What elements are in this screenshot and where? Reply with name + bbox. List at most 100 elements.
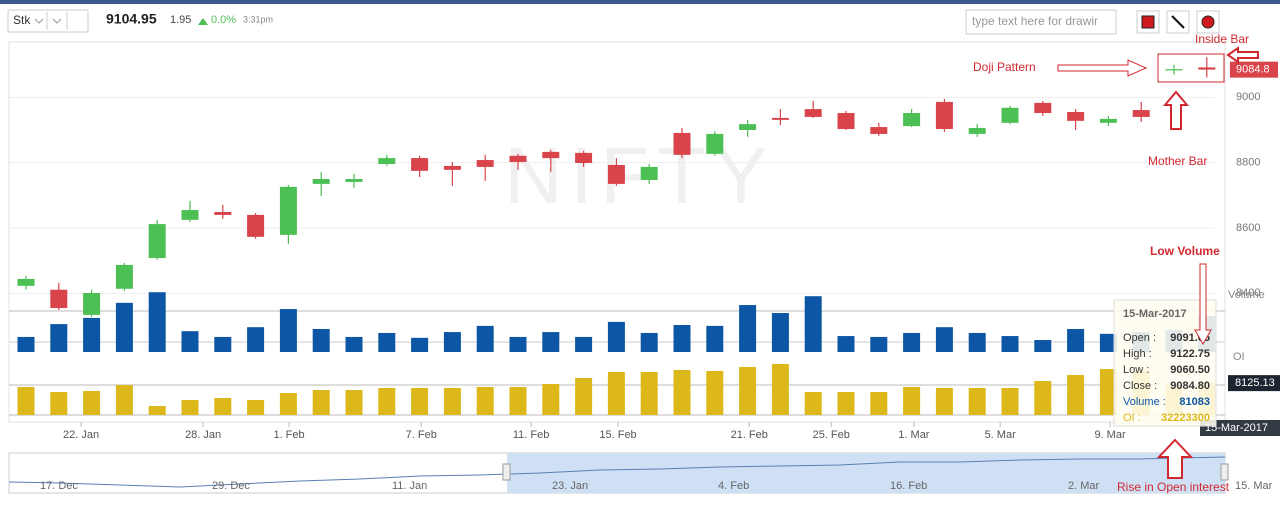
navigator-label: 4. Feb <box>718 480 749 492</box>
symbol-dropdown[interactable] <box>7 9 89 33</box>
candle-body <box>1165 69 1183 71</box>
candle-body <box>1001 107 1019 123</box>
volume-bar <box>509 336 527 352</box>
tooltip-label: Open : <box>1123 332 1156 344</box>
tooltip-value: 81083 <box>1179 396 1210 408</box>
volume-bar <box>279 309 297 352</box>
change: 1.95 <box>170 14 191 26</box>
candle-body <box>509 155 527 163</box>
oi-bar <box>673 370 691 415</box>
candle-body <box>575 152 593 163</box>
volume-bar <box>968 332 986 352</box>
candle-body <box>476 160 494 167</box>
candle-body <box>411 158 429 171</box>
volume-bar <box>443 332 461 352</box>
arrow <box>1057 59 1148 77</box>
oi-bar <box>968 388 986 415</box>
volume-bar <box>673 324 691 352</box>
navigator-label: 17. Dec <box>40 480 78 492</box>
oi-bar <box>509 387 527 415</box>
oi-bar <box>903 387 921 415</box>
volume-bar <box>411 337 429 352</box>
arrow <box>1156 438 1194 479</box>
annotation: Mother Bar <box>1148 154 1207 168</box>
x-tick-label: 1. Feb <box>273 429 304 441</box>
volume-bar <box>1067 328 1085 352</box>
oi-bar <box>345 390 363 415</box>
oi-bar <box>542 384 560 415</box>
oi-bar <box>50 392 68 415</box>
volume-bar <box>870 336 888 352</box>
volume-bar <box>739 305 757 352</box>
candle-body <box>771 117 789 120</box>
navigator-label: 23. Jan <box>552 480 588 492</box>
watermark: NIFTY <box>504 131 775 220</box>
candle-body <box>542 151 560 159</box>
volume-bar <box>935 327 953 352</box>
candle-body <box>312 179 330 184</box>
volume-bar <box>804 296 822 352</box>
oi-bar <box>148 406 166 415</box>
candle-body <box>1198 67 1216 70</box>
volume-bar <box>575 336 593 352</box>
x-tick-label: 22. Jan <box>63 429 99 441</box>
tooltip-label: OI : <box>1123 412 1141 424</box>
x-tick-label: 15. Feb <box>599 429 636 441</box>
tooltip-label: High : <box>1123 348 1152 360</box>
price: 9104.95 <box>106 11 157 27</box>
up-icon <box>198 18 208 25</box>
candle-body <box>1099 118 1117 123</box>
navigator-label: 11. Jan <box>392 480 427 492</box>
oi-bar <box>17 387 35 415</box>
crosshair-date-label: 15-Mar-2017 <box>1205 422 1268 434</box>
volume-bar <box>115 302 133 352</box>
arrow <box>1226 46 1259 64</box>
navigator-label: 16. Feb <box>890 480 927 492</box>
candle-body <box>50 289 68 309</box>
crosshair-price-label: 8125.13 <box>1235 377 1275 389</box>
candle-body <box>804 109 822 117</box>
volume-bar <box>837 336 855 352</box>
navigator-selection[interactable] <box>507 453 1225 493</box>
candle-body <box>345 179 363 182</box>
volume-bar <box>83 317 101 352</box>
search-input[interactable] <box>965 9 1117 35</box>
candle-body <box>115 264 133 289</box>
volume-bar <box>476 325 494 352</box>
volume-bar <box>50 324 68 352</box>
candle-body <box>17 278 35 286</box>
oi-bar <box>247 400 265 415</box>
navigator-handle[interactable] <box>1220 463 1229 481</box>
volume-bar <box>771 313 789 352</box>
search-placeholder: type text here for drawir <box>972 14 1098 28</box>
plot: 8400 8600 8800 9000 22. Jan 28. Jan 1. Feb 7. F… <box>9 57 1280 441</box>
navigator-handle[interactable] <box>502 463 511 481</box>
oi-bar <box>411 388 429 415</box>
candle-body <box>443 165 461 170</box>
annotation: Low Volume <box>1150 244 1220 258</box>
candle-body <box>247 214 265 237</box>
candle-body <box>935 101 953 130</box>
candle-body <box>1067 112 1085 121</box>
plot-frame <box>8 41 1226 423</box>
oi-bar <box>804 392 822 415</box>
navigator-labels: 17. Dec 29. Dec 11. Jan 23. Jan 4. Feb 16. Fe… <box>40 480 1273 492</box>
oi-bar <box>181 400 199 415</box>
volume-bar <box>378 332 396 352</box>
oi-bar <box>771 364 789 415</box>
volume-bar <box>903 332 921 352</box>
oi-bar <box>115 385 133 415</box>
oi-bar <box>607 372 625 415</box>
tooltip-value: 32223300 <box>1161 412 1210 424</box>
candle-body <box>181 210 199 220</box>
volume-bar <box>706 325 724 352</box>
candle-body <box>279 186 297 235</box>
oi-bar <box>279 393 297 415</box>
candle-body <box>1132 110 1150 117</box>
oi-bar <box>214 398 232 415</box>
oi-bar <box>1099 369 1117 415</box>
crosshair-price-tag <box>1228 375 1280 392</box>
